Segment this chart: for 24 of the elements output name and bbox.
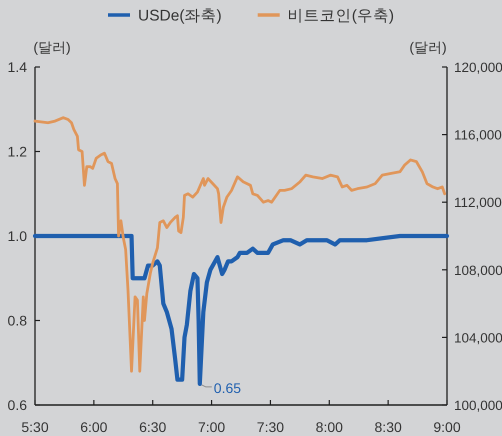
x-tick-label: 8:00 bbox=[316, 419, 344, 435]
y2-tick-label: 104,000 bbox=[454, 330, 502, 346]
x-tick-label: 8:30 bbox=[374, 419, 402, 435]
y-tick-label: 0.6 bbox=[8, 397, 28, 413]
y-tick-label: 0.8 bbox=[8, 312, 28, 328]
x-tick-label: 6:30 bbox=[139, 419, 167, 435]
y2-tick-label: 120,000 bbox=[454, 60, 502, 75]
y-tick-label: 1.0 bbox=[8, 228, 28, 244]
y-axis-title: (달러) bbox=[33, 39, 71, 55]
x-tick-label: 7:00 bbox=[198, 419, 226, 435]
legend-label: USDe(좌축) bbox=[138, 8, 222, 24]
y2-tick-label: 112,000 bbox=[454, 195, 502, 210]
legend-label: 비트코인(우축) bbox=[288, 8, 394, 24]
y2-tick-label: 100,000 bbox=[454, 398, 502, 413]
x-tick-label: 7:30 bbox=[256, 419, 284, 435]
y-tick-label: 1.2 bbox=[8, 144, 28, 160]
y-tick-label: 1.4 bbox=[8, 59, 28, 75]
x-tick-label: 5:30 bbox=[21, 419, 49, 435]
x-tick-label: 6:00 bbox=[80, 419, 108, 435]
y2-tick-label: 108,000 bbox=[454, 262, 502, 278]
y2-tick-label: 116,000 bbox=[454, 128, 502, 143]
y2-axis-title: (달러) bbox=[409, 39, 447, 55]
data-label: 0.65 bbox=[214, 380, 242, 396]
x-tick-label: 9:00 bbox=[433, 419, 461, 435]
